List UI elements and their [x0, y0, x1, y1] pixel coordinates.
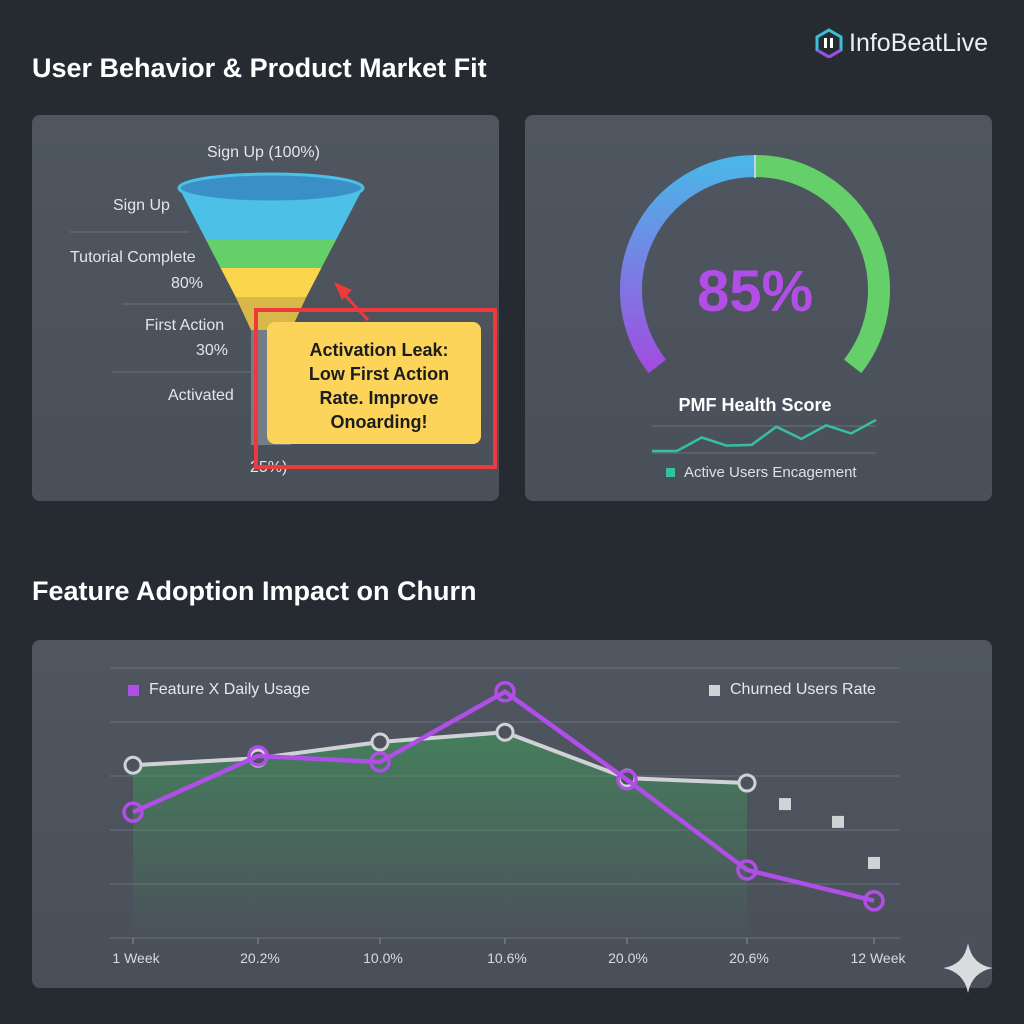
callout-line: Rate. Improve	[319, 388, 439, 408]
funnel-stage	[206, 240, 336, 268]
gauge-value: 85%	[696, 259, 814, 324]
funnel-stage	[220, 268, 322, 297]
churn-line	[132, 730, 748, 786]
usage-point	[736, 859, 758, 881]
gauge-label: PMF Health Score	[678, 395, 832, 415]
stage-value: 30%	[196, 342, 229, 359]
usage-point	[369, 751, 391, 773]
brand-logo: InfoBeatLive	[815, 28, 988, 58]
callout-line: Onoarding!	[330, 412, 428, 432]
activation-leak-callout: Activation Leak: Low First Action Rate. …	[267, 322, 481, 444]
stage-label: Tutorial Complete	[70, 249, 196, 266]
gauge-arc-left	[620, 155, 756, 374]
usage-line	[132, 689, 875, 903]
funnel-stage	[235, 297, 307, 330]
legend-swatch	[666, 468, 675, 477]
section-title: Feature Adoption Impact on Churn	[32, 576, 477, 606]
funnel-top	[177, 172, 365, 204]
legend-label: Feature X Daily Usage	[149, 681, 310, 698]
churn-square	[779, 798, 791, 811]
churn-square	[832, 815, 844, 828]
legend-swatch	[128, 684, 139, 696]
sparkline-legend: Active Users Encagement	[666, 464, 857, 481]
x-tick-label: 20.0%	[608, 950, 648, 966]
x-tick-label: 10.6%	[487, 950, 527, 966]
x-tick-label: 20.2%	[240, 950, 280, 966]
usage-point	[494, 681, 516, 703]
stage-label: Activated	[168, 387, 234, 404]
legend-item: Churned Users Rate	[709, 681, 876, 699]
logo-icon	[815, 28, 843, 58]
legend-swatch	[709, 684, 720, 696]
x-tick-label: 20.6%	[729, 950, 769, 966]
page-title: User Behavior & Product Market Fit	[32, 53, 487, 83]
x-tick-label: 1 Week	[112, 950, 160, 966]
usage-point	[863, 889, 885, 912]
arrow-head	[334, 282, 352, 300]
churn-point	[370, 732, 390, 752]
churn-point	[123, 755, 143, 775]
gauge-arc-right	[754, 155, 890, 374]
callout-line: Activation Leak:	[309, 340, 449, 360]
stage-value: 80%	[171, 275, 204, 292]
x-tick-label: 12 Week	[850, 950, 906, 966]
usage-point	[616, 769, 638, 791]
sparkline	[652, 418, 877, 453]
churn-point	[737, 773, 757, 793]
stage-label: Sign Up	[113, 197, 170, 214]
legend-label: Churned Users Rate	[730, 681, 876, 698]
funnel-top-label: Sign Up (100%)	[207, 144, 320, 161]
area-fill	[133, 732, 747, 938]
churn-square	[868, 856, 880, 869]
usage-point	[247, 745, 269, 767]
callout-line: Low First Action	[308, 364, 450, 384]
gauge-card	[525, 115, 992, 501]
stage-label: First Action	[145, 317, 225, 334]
churn-point	[495, 722, 515, 742]
x-tick-label: 10.0%	[363, 950, 403, 966]
callout-highlight-box	[254, 308, 497, 469]
legend-label: Active Users Encagement	[684, 464, 857, 481]
usage-point	[122, 801, 144, 823]
legend-item: Feature X Daily Usage	[128, 681, 310, 699]
brand-name: InfoBeatLive	[849, 28, 988, 57]
